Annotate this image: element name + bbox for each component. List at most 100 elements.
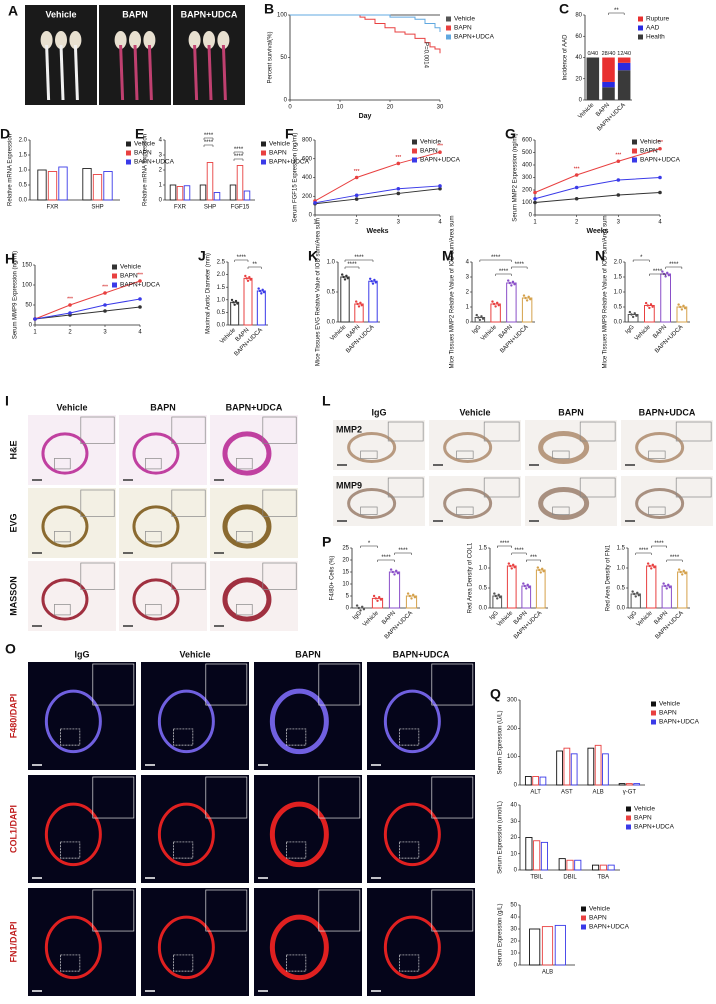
data-dot: [508, 281, 511, 285]
legend-swatch: [446, 16, 451, 22]
legend-label: Vehicle: [134, 141, 155, 148]
bar: [541, 926, 554, 966]
comparison-bracket: [632, 259, 650, 262]
column-label: BAPN: [122, 9, 148, 19]
image-tile: [254, 888, 362, 996]
data-point: [438, 186, 442, 191]
x-tick-label: 0: [288, 105, 292, 111]
data-dot: [529, 298, 532, 301]
bar: [563, 747, 571, 786]
data-dot: [683, 307, 687, 310]
image-tile: [429, 420, 521, 470]
data-dot: [360, 304, 363, 307]
vessel-section: [383, 689, 441, 754]
data-dot: [680, 308, 684, 311]
data-dot: [541, 567, 544, 570]
x-tick-label: 1: [33, 330, 37, 336]
data-point: [103, 291, 107, 295]
data-dot: [538, 568, 541, 572]
x-tick-label: 1: [533, 220, 537, 226]
x-tick-label: FXR: [174, 205, 187, 211]
y-tick-label: 1.5: [217, 285, 226, 291]
x-tick-label: IgG: [352, 610, 363, 621]
data-point: [658, 146, 662, 151]
data-point: [438, 150, 442, 154]
legend-swatch: [412, 139, 417, 145]
aorta-specimen: [217, 31, 230, 49]
inset-box: [171, 489, 206, 517]
y-tick-label: 50: [25, 303, 32, 309]
aorta-specimen: [69, 31, 82, 49]
bar: [570, 753, 578, 786]
zoom-box: [456, 450, 474, 459]
inset-box: [318, 776, 361, 819]
inset-box: [80, 416, 115, 444]
y-axis-label: Relative mRNA Expression: [143, 134, 149, 206]
aorta-specimen: [55, 31, 67, 49]
legend-label: AAD: [646, 25, 660, 32]
column-label: BAPN+UDCA: [393, 649, 450, 659]
vessel-section: [222, 431, 272, 476]
data-dot: [509, 564, 512, 568]
bar: [532, 776, 539, 786]
column-label: BAPN: [295, 649, 321, 659]
y-tick-label: 1: [159, 183, 163, 189]
y-tick-label: 20: [510, 835, 517, 841]
legend-label: Rupture: [646, 16, 670, 23]
zoom-box: [552, 506, 570, 515]
zoom-box: [648, 450, 666, 459]
bar: [230, 301, 240, 326]
data-point: [313, 201, 317, 205]
data-point: [438, 184, 442, 188]
bar: [92, 174, 103, 201]
bar: [340, 276, 350, 323]
data-dot: [378, 596, 381, 599]
data-dot: [406, 592, 410, 595]
bar: [602, 753, 609, 786]
legend-swatch: [412, 148, 417, 154]
significance: ***: [574, 166, 580, 172]
panel-letter: Q: [490, 686, 501, 702]
y-axis-label: Serum FGF15 Expression (ng/ml): [293, 133, 299, 223]
significance: ****: [204, 140, 214, 146]
data-dot: [631, 590, 634, 593]
y-tick-label: 0: [29, 323, 33, 329]
data-dot: [356, 302, 359, 306]
inset-box: [675, 421, 712, 442]
data-dot: [635, 314, 638, 317]
bar-annotation: 12/40: [617, 51, 631, 57]
legend-label: BAPN+UDCA: [634, 824, 675, 831]
x-tick-label: IgG: [489, 610, 500, 621]
series-line: [34, 306, 141, 320]
zoom-box: [60, 954, 81, 972]
bar: [236, 165, 244, 201]
data-dot: [536, 566, 540, 569]
significance: *: [640, 255, 643, 261]
data-dot: [370, 280, 373, 283]
data-dot: [664, 275, 667, 278]
bar: [627, 314, 639, 323]
y-tick-label: 1.5: [614, 275, 623, 281]
zoom-box: [145, 458, 162, 470]
x-tick-label: Vehicle: [577, 102, 595, 120]
series-line: [314, 185, 441, 204]
significance: **: [252, 262, 257, 268]
legend-swatch: [261, 159, 266, 165]
column-label: Vehicle: [459, 407, 490, 417]
zoom-box: [173, 728, 194, 746]
significance: ****: [669, 262, 679, 268]
x-tick-label: Vehicle: [480, 324, 498, 342]
data-dot: [677, 303, 680, 306]
bar: [506, 282, 517, 323]
comparison-bracket: [649, 273, 666, 276]
y-tick-label: 1: [466, 305, 470, 311]
y-tick-label: 60: [575, 34, 582, 40]
data-dot: [372, 594, 376, 598]
data-dot: [346, 277, 349, 280]
data-point: [396, 161, 401, 166]
legend-swatch: [446, 34, 451, 40]
bar: [256, 290, 266, 326]
image-tile: [28, 662, 136, 770]
image-tile: [621, 420, 713, 470]
x-tick-label: 3: [397, 220, 401, 226]
